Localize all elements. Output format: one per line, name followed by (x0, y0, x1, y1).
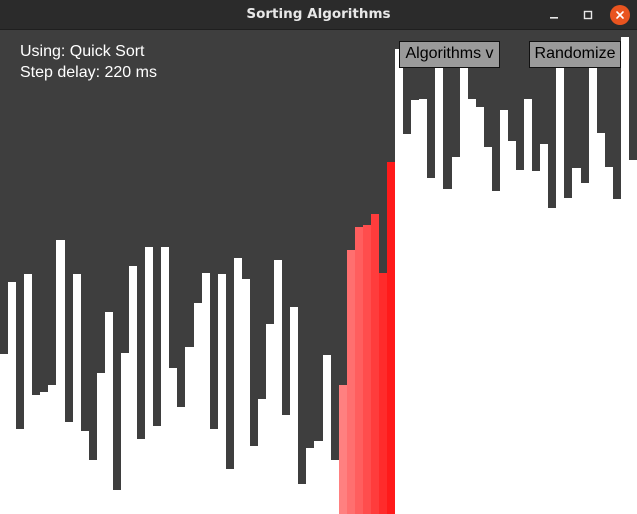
array-bar (113, 490, 121, 514)
array-bar-highlighted (339, 385, 347, 514)
array-bar (395, 49, 403, 514)
array-bar (613, 199, 621, 514)
array-bar (8, 282, 16, 514)
array-bar (161, 247, 169, 514)
array-bar (306, 448, 314, 514)
array-bar (153, 426, 161, 514)
array-bar (323, 355, 331, 514)
array-bar (129, 266, 137, 514)
array-bar (524, 99, 532, 514)
array-bar (81, 431, 89, 514)
bar-chart (0, 37, 637, 514)
array-bar (564, 198, 572, 514)
array-bar (202, 273, 210, 514)
array-bar (73, 274, 81, 514)
array-bar (210, 429, 218, 514)
array-bar (621, 37, 629, 514)
array-bar (250, 446, 258, 514)
maximize-icon (583, 10, 593, 20)
array-bar (314, 441, 323, 514)
array-bar (403, 134, 411, 514)
array-bar (452, 157, 460, 514)
array-bar (24, 274, 32, 514)
array-bar (548, 208, 556, 514)
array-bar-highlighted (371, 214, 379, 514)
maximize-button[interactable] (578, 5, 598, 25)
array-bar (532, 171, 540, 514)
randomize-button[interactable]: Randomize (529, 41, 621, 68)
array-bar (218, 274, 226, 514)
array-bar (540, 144, 548, 514)
array-bar (56, 240, 65, 514)
minimize-button[interactable] (544, 5, 564, 25)
array-bar (97, 373, 105, 514)
array-bar (258, 399, 266, 514)
array-bar (89, 460, 97, 514)
array-bar (185, 347, 194, 514)
array-bar (0, 354, 8, 514)
array-bar (177, 407, 185, 514)
array-bar (419, 99, 427, 514)
array-bar (605, 167, 613, 514)
array-bar (65, 422, 73, 514)
array-bar (500, 110, 508, 514)
array-bar (629, 160, 637, 514)
array-bar (492, 191, 500, 514)
array-bar (105, 312, 113, 514)
array-bar (460, 57, 468, 514)
array-bar (226, 469, 234, 514)
array-bar (169, 368, 177, 514)
close-icon (616, 11, 624, 19)
array-bar (145, 247, 153, 514)
title-bar[interactable]: Sorting Algorithms (0, 0, 637, 30)
array-bar (16, 429, 24, 514)
array-bar (516, 170, 524, 514)
array-bar (556, 42, 564, 514)
array-bar (597, 133, 605, 514)
close-button[interactable] (610, 5, 630, 25)
minimize-icon (550, 17, 558, 19)
array-bar (137, 439, 145, 514)
array-bar (468, 99, 476, 514)
array-bar-highlighted (379, 273, 387, 514)
array-bar (476, 107, 484, 514)
array-bar (234, 258, 242, 514)
array-bar (411, 100, 419, 514)
array-bar (242, 279, 250, 514)
step-delay-label: Step delay: 220 ms (20, 64, 157, 81)
array-bar (290, 307, 298, 514)
array-bar (331, 460, 339, 514)
array-bar-highlighted (347, 250, 355, 514)
array-bar (40, 392, 48, 514)
array-bar (484, 147, 492, 514)
array-bar (274, 260, 282, 514)
array-bar (435, 46, 443, 514)
array-bar (581, 183, 589, 514)
array-bar (589, 67, 597, 514)
array-bar-highlighted (363, 225, 371, 514)
array-bar (48, 385, 56, 514)
array-bar-highlighted (387, 162, 395, 514)
array-bar (282, 415, 290, 514)
algorithms-dropdown-button[interactable]: Algorithms v (399, 41, 500, 68)
array-bar (443, 189, 452, 514)
array-bar (121, 353, 129, 514)
array-bar (32, 395, 40, 514)
array-bar (508, 141, 516, 514)
array-bar (194, 303, 202, 514)
array-bar (572, 168, 581, 514)
array-bar-highlighted (355, 227, 363, 514)
window-title: Sorting Algorithms (246, 6, 391, 22)
algorithm-label: Using: Quick Sort (20, 43, 145, 60)
array-bar (298, 484, 306, 514)
array-bar (266, 324, 274, 514)
array-bar (427, 178, 435, 514)
visualization-area: Using: Quick Sort Step delay: 220 ms Alg… (0, 30, 637, 514)
